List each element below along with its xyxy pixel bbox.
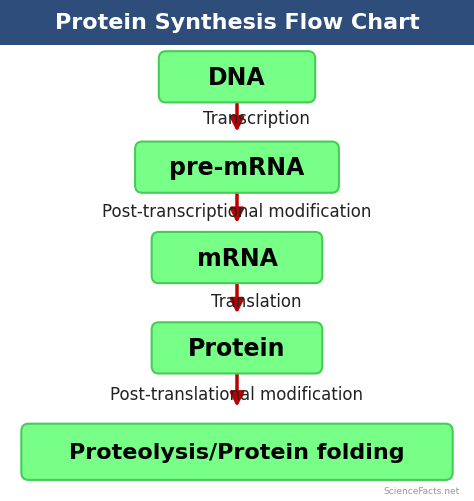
Text: DNA: DNA [208,66,266,90]
Text: pre-mRNA: pre-mRNA [169,156,305,180]
FancyBboxPatch shape [152,323,322,374]
Text: mRNA: mRNA [197,246,277,270]
Text: ScienceFacts.net: ScienceFacts.net [383,486,460,495]
Text: Transcription: Transcription [202,110,310,128]
Text: Post-transcriptional modification: Post-transcriptional modification [102,202,372,220]
FancyBboxPatch shape [0,0,474,46]
FancyBboxPatch shape [152,232,322,284]
FancyBboxPatch shape [159,52,315,103]
FancyBboxPatch shape [21,424,453,480]
Text: Protein Synthesis Flow Chart: Protein Synthesis Flow Chart [55,13,419,33]
Text: Translation: Translation [211,293,301,311]
Text: Protein: Protein [188,336,286,360]
Text: Proteolysis/Protein folding: Proteolysis/Protein folding [69,442,405,462]
FancyBboxPatch shape [135,142,339,193]
Text: Post-translational modification: Post-translational modification [110,385,364,403]
